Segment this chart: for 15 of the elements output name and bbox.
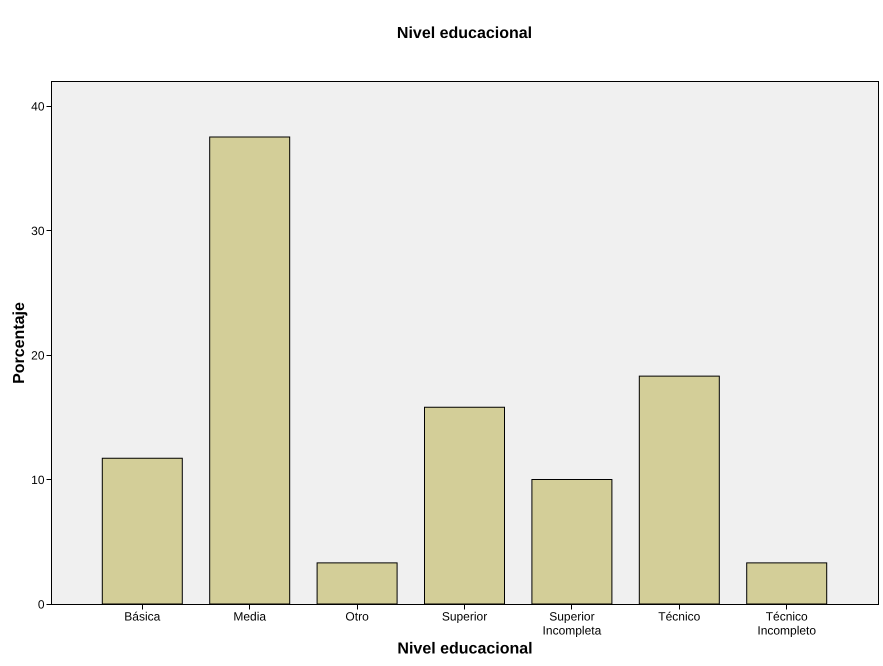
x-tick-label: Básica [124, 610, 161, 624]
y-tick-label: 10 [31, 472, 45, 487]
x-tick-label: Superior Incompleta [542, 610, 602, 638]
y-tick-label: 0 [38, 598, 45, 612]
x-tick-label: Técnico [658, 610, 701, 624]
x-tick-label: Superior [442, 610, 488, 624]
x-tick-label: Otro [345, 610, 370, 624]
x-axis-title: Nivel educacional [397, 640, 533, 658]
chart-title: Nivel educacional [396, 25, 532, 42]
y-tick-label: 30 [31, 224, 45, 238]
y-axis-title: Porcentaje [11, 302, 28, 384]
x-tick-label: Técnico Incompleto [757, 610, 816, 638]
y-tick-label: 40 [31, 99, 45, 114]
x-tick-label: Media [233, 610, 266, 624]
y-tick-label: 20 [31, 348, 45, 362]
